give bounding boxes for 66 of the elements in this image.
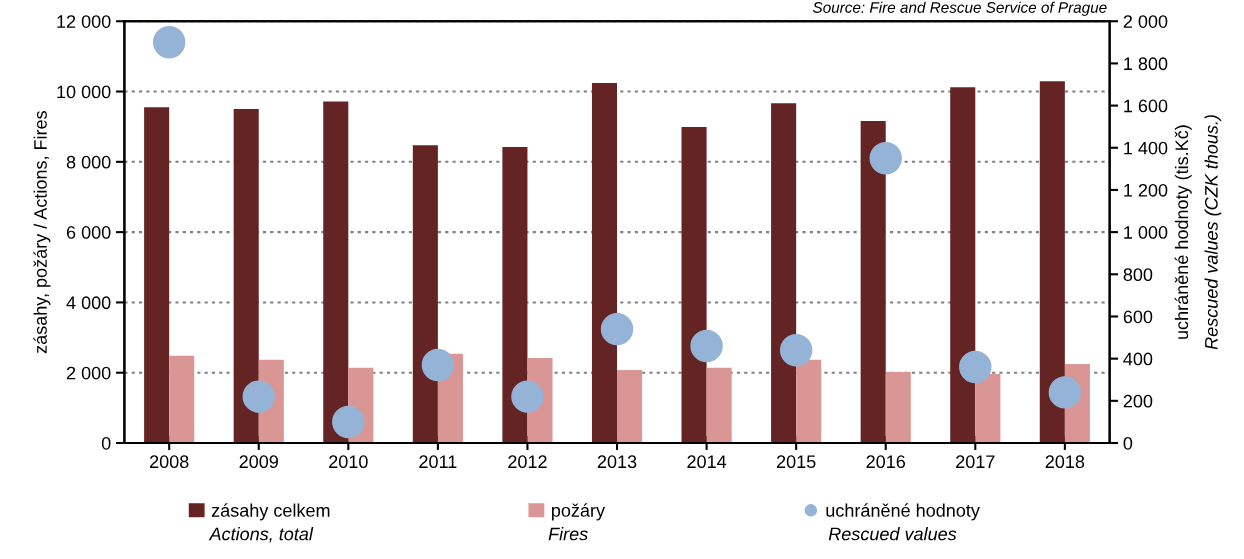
bar [502, 147, 528, 444]
bar [412, 145, 438, 444]
y2-tick-label: 1 600 [1124, 99, 1168, 113]
y2-tick-label: 200 [1123, 394, 1153, 408]
x-tick-label: 2010 [329, 455, 368, 469]
y2-tick-label: 600 [1123, 310, 1153, 324]
y-tick-label: 8 000 [66, 155, 111, 169]
y-tick-label: 2 000 [66, 366, 111, 380]
y-axis-title: zásahy, požáry / Actions, Fires [33, 111, 51, 354]
legend-label: požáry [552, 503, 605, 521]
y2-tick-label: 400 [1123, 352, 1153, 366]
point [690, 329, 723, 363]
bar [860, 121, 886, 444]
point [332, 405, 365, 439]
x-tick-label: 2012 [508, 455, 547, 469]
x-tick-label: 2017 [956, 455, 995, 469]
x-tick-label: 2014 [687, 455, 727, 469]
bar [771, 103, 797, 444]
y2-tick-label: 1 400 [1124, 141, 1168, 155]
y2-tick-label: 1 800 [1124, 57, 1168, 71]
y2-tick-label: 2 000 [1123, 15, 1168, 28]
bar [1039, 81, 1065, 444]
bar [233, 109, 259, 444]
y2-tick-label: 800 [1123, 268, 1153, 282]
text: Rescued values [828, 527, 957, 541]
bar [681, 127, 707, 444]
text: Actions, total [208, 527, 314, 543]
point [1048, 376, 1082, 409]
y-tick-label: 12 000 [57, 15, 111, 28]
point [511, 380, 544, 413]
y2-tick-label: 1 200 [1124, 183, 1168, 197]
bar [169, 355, 195, 444]
bar [706, 367, 732, 444]
text: Fires [548, 527, 588, 541]
bar [144, 107, 170, 444]
bar [591, 83, 618, 444]
y2-tick-label: 1 000 [1124, 226, 1168, 239]
point [959, 350, 992, 384]
y2-tick-label: 0 [1123, 436, 1133, 450]
y-tick-label: 0 [101, 436, 111, 450]
legend-label: zásahy celkem [211, 503, 330, 521]
x-tick-label: 2009 [239, 455, 278, 469]
point [779, 333, 813, 367]
y-tick-label: 4 000 [66, 296, 111, 310]
point [152, 26, 186, 59]
x-tick-label: 2015 [776, 455, 816, 469]
x-tick-label: 2013 [597, 455, 637, 469]
y2-axis-title: uchráněné hodnoty (tis.Kč) Rescued values (CZK thous.) [1174, 115, 1222, 350]
x-tick-label: 2008 [150, 455, 189, 469]
point [600, 312, 634, 346]
bar [796, 359, 822, 444]
x-tick-label: 2011 [419, 455, 457, 469]
x-tick-label: 2018 [1045, 455, 1085, 469]
y-tick-label: 10 000 [57, 85, 111, 99]
point [421, 348, 455, 382]
bar [885, 372, 911, 444]
point [869, 142, 902, 175]
bar [950, 87, 976, 444]
point [242, 380, 275, 413]
bar [323, 101, 349, 444]
bar [975, 374, 1001, 444]
source-note: Source: Fire and Rescue Service of Prague [812, 1, 1107, 16]
bar [617, 369, 643, 444]
y-tick-label: 6 000 [66, 226, 111, 239]
legend-label: uchráněné hodnoty [826, 503, 980, 521]
x-tick-label: 2016 [866, 455, 906, 469]
